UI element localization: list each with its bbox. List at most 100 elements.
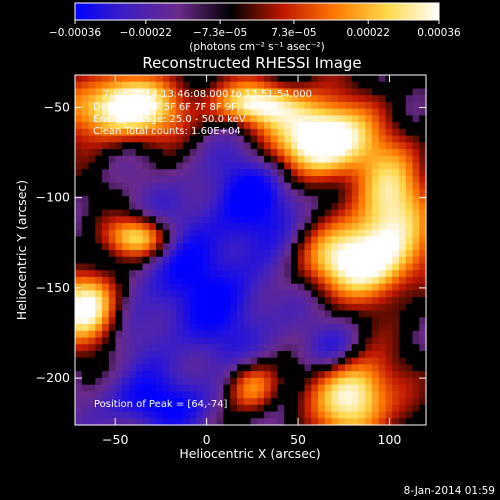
heatmap-cell [412,196,420,204]
heatmap-cell [385,290,393,298]
heatmap-cell [419,263,427,271]
heatmap-cell [372,364,380,372]
heatmap-cell [270,317,279,325]
heatmap-cell [169,202,177,211]
heatmap-cell [142,404,150,413]
heatmap-cell [108,175,117,184]
heatmap-cell [419,324,427,332]
heatmap-cell [372,418,380,426]
heatmap-cell [277,337,285,345]
heatmap-cell [351,155,360,164]
heatmap-cell [237,75,245,83]
heatmap-cell [216,108,225,116]
heatmap-cell [102,337,110,345]
heatmap-cell [358,411,366,419]
heatmap-cell [88,223,96,231]
heatmap-cell [399,149,407,157]
heatmap-cell [345,418,353,426]
heatmap-cell [81,128,90,137]
heatmap-cell [108,364,117,372]
heatmap-cell [372,324,380,332]
heatmap-cell [351,202,360,211]
heatmap-cell [88,404,96,413]
heatmap-cell [75,75,83,83]
heatmap-cell [365,115,373,123]
heatmap-cell [378,216,387,224]
heatmap-cell [372,256,380,265]
heatmap-cell [115,297,123,305]
heatmap-cell [365,418,373,426]
heatmap-cell [392,398,400,406]
heatmap-cell [149,391,157,399]
heatmap-cell [399,209,407,217]
heatmap-cell [372,88,380,96]
heatmap-cell [284,175,292,184]
heatmap-cell [277,175,285,184]
heatmap-cell [264,330,272,339]
heatmap-cell [88,391,96,399]
heatmap-cell [311,276,319,285]
heatmap-cell [365,128,373,137]
heatmap-cell [108,290,117,298]
heatmap-cell [223,404,231,413]
heatmap-cell [196,377,204,386]
heatmap-cell [419,115,427,123]
heatmap-cell [115,324,123,332]
heatmap-cell [304,229,312,238]
heatmap-cell [102,223,110,231]
heatmap-cell [358,155,366,164]
heatmap-cell [230,81,238,90]
heatmap-cell [169,404,177,413]
heatmap-cell [243,128,252,137]
heatmap-cell [338,175,346,184]
heatmap-cell [399,135,407,143]
x-axis-label: Heliocentric X (arcsec) [179,446,320,461]
heatmap-cell [223,391,231,399]
heatmap-cell [399,384,407,392]
heatmap-cell [203,135,211,143]
heatmap-cell [75,303,83,312]
heatmap-cell [196,303,204,312]
heatmap-cell [95,337,103,345]
heatmap-cell [385,310,393,318]
heatmap-cell [237,391,245,399]
heatmap-cell [419,108,427,116]
heatmap-cell [392,324,400,332]
heatmap-cell [243,411,252,419]
heatmap-cell [230,371,238,379]
heatmap-cell [257,404,265,413]
heatmap-cell [149,149,157,157]
heatmap-cell [264,115,272,123]
heatmap-cell [88,371,96,379]
heatmap-cell [345,115,353,123]
heatmap-cell [115,81,123,90]
heatmap-cell [149,162,157,170]
heatmap-cell [176,290,184,298]
heatmap-cell [311,324,319,332]
heatmap-cell [291,162,299,170]
heatmap-cell [122,377,130,386]
heatmap-cell [162,250,171,258]
heatmap-cell [81,324,90,332]
heatmap-cell [108,283,117,291]
heatmap-cell [75,344,83,352]
heatmap-cell [230,223,238,231]
heatmap-cell [162,330,171,339]
heatmap-cell [162,418,171,426]
heatmap-cell [358,128,366,137]
heatmap-cell [142,175,150,184]
colorbar-tick-label: 0.00036 [417,27,461,39]
heatmap-cell [142,115,150,123]
heatmap-cell [108,189,117,197]
heatmap-cell [223,270,231,278]
heatmap-cell [351,276,360,285]
heatmap-cell [284,122,292,130]
heatmap-cell [237,384,245,392]
heatmap-cell [223,142,231,150]
heatmap-cell [102,398,110,406]
heatmap-cell [81,290,90,298]
heatmap-cell [230,189,238,197]
heatmap-cell [277,81,285,90]
heatmap-cell [338,81,346,90]
heatmap-cell [284,357,292,366]
